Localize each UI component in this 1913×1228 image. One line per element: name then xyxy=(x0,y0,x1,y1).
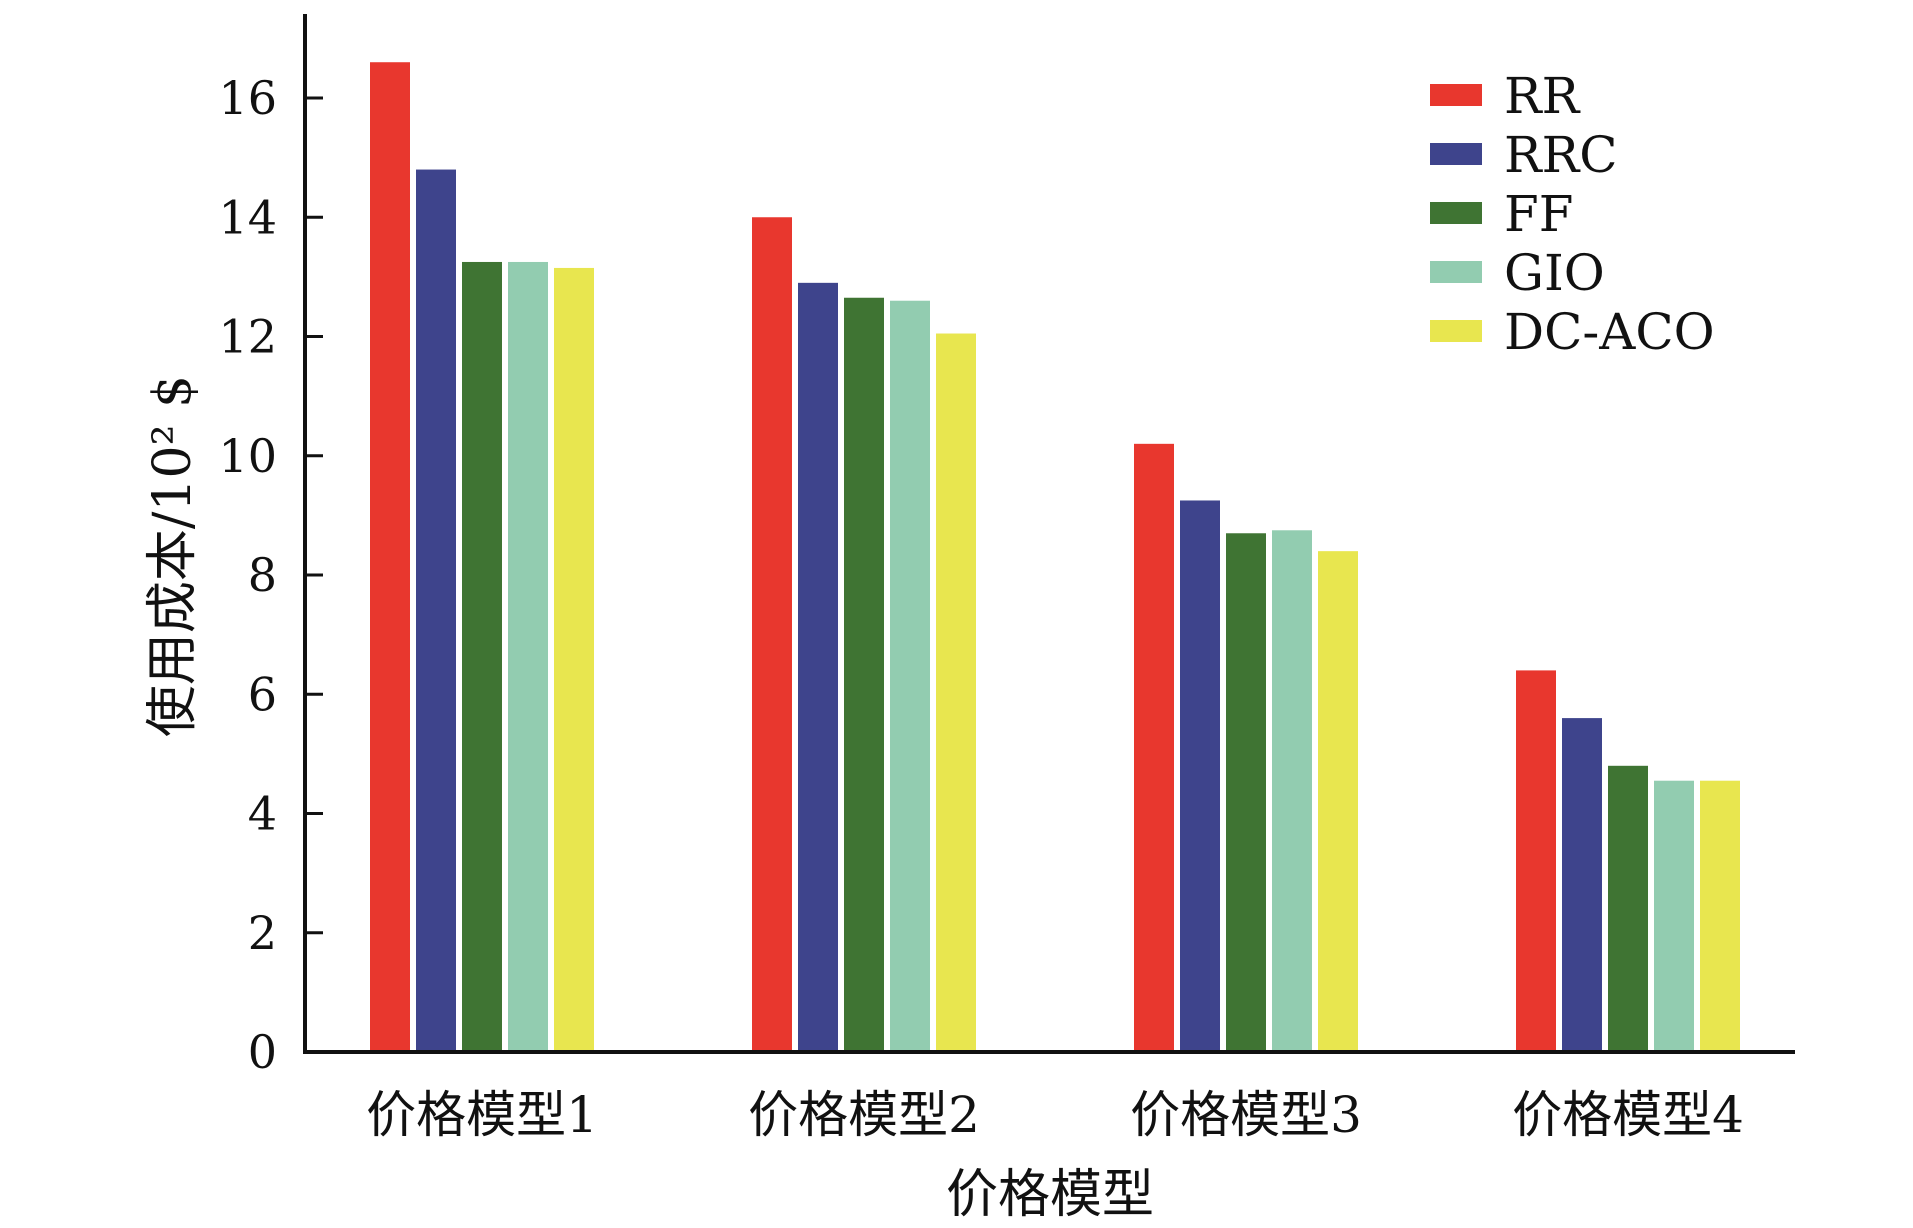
bar-rrc-4 xyxy=(1562,718,1602,1052)
legend-swatch-rrc xyxy=(1430,143,1482,165)
bar-rrc-2 xyxy=(798,282,838,1052)
y-tick-label: 16 xyxy=(218,71,277,125)
bar-rr-3 xyxy=(1134,443,1174,1052)
bar-rr-4 xyxy=(1516,670,1556,1052)
x-axis-title: 价格模型 xyxy=(946,1165,1154,1225)
legend-swatch-ff xyxy=(1430,202,1482,224)
bar-dc-aco-4 xyxy=(1700,780,1740,1052)
bar-ff-1 xyxy=(462,261,502,1052)
y-axis-title: 使用成本/10² $ xyxy=(143,375,203,737)
bar-dc-aco-1 xyxy=(554,267,594,1052)
x-category-label: 价格模型3 xyxy=(1130,1086,1362,1144)
bar-ff-3 xyxy=(1226,533,1266,1052)
bar-gio-4 xyxy=(1654,780,1694,1052)
legend-label-gio: GIO xyxy=(1504,244,1605,302)
legend-label-dc-aco: DC-ACO xyxy=(1504,303,1715,361)
y-tick-label: 10 xyxy=(218,429,277,483)
y-tick-label: 12 xyxy=(218,310,277,364)
legend-swatch-gio xyxy=(1430,261,1482,283)
bar-rrc-1 xyxy=(416,169,456,1053)
x-category-label: 价格模型2 xyxy=(748,1086,980,1144)
y-tick-label: 8 xyxy=(248,548,277,602)
bar-dc-aco-3 xyxy=(1318,551,1358,1052)
y-tick-label: 2 xyxy=(248,906,277,960)
bar-rr-2 xyxy=(752,217,792,1052)
bar-rr-1 xyxy=(370,62,410,1053)
y-tick-label: 0 xyxy=(248,1025,277,1079)
bar-gio-3 xyxy=(1272,530,1312,1052)
bar-rrc-3 xyxy=(1180,500,1220,1052)
bar-ff-4 xyxy=(1608,765,1648,1052)
bar-dc-aco-2 xyxy=(936,333,976,1052)
x-category-label: 价格模型4 xyxy=(1512,1086,1744,1144)
axes-layer xyxy=(303,14,1795,1054)
legend-label-rr: RR xyxy=(1504,67,1581,125)
x-category-labels: 价格模型1 价格模型2 价格模型3 价格模型4 xyxy=(366,1086,1744,1144)
legend-swatch-rr xyxy=(1430,84,1482,106)
legend-label-rrc: RRC xyxy=(1504,126,1618,184)
bars-layer xyxy=(370,62,1740,1053)
y-tick-label: 14 xyxy=(218,190,277,244)
y-ticks: 0 2 4 6 8 10 12 14 16 xyxy=(218,71,323,1079)
legend-label-ff: FF xyxy=(1504,185,1573,243)
bar-gio-1 xyxy=(508,261,548,1052)
bar-gio-2 xyxy=(890,300,930,1053)
bar-ff-2 xyxy=(844,297,884,1052)
y-tick-label: 4 xyxy=(248,787,277,841)
legend-swatch-dc-aco xyxy=(1430,320,1482,342)
y-tick-label: 6 xyxy=(248,667,277,721)
x-category-label: 价格模型1 xyxy=(366,1086,598,1144)
